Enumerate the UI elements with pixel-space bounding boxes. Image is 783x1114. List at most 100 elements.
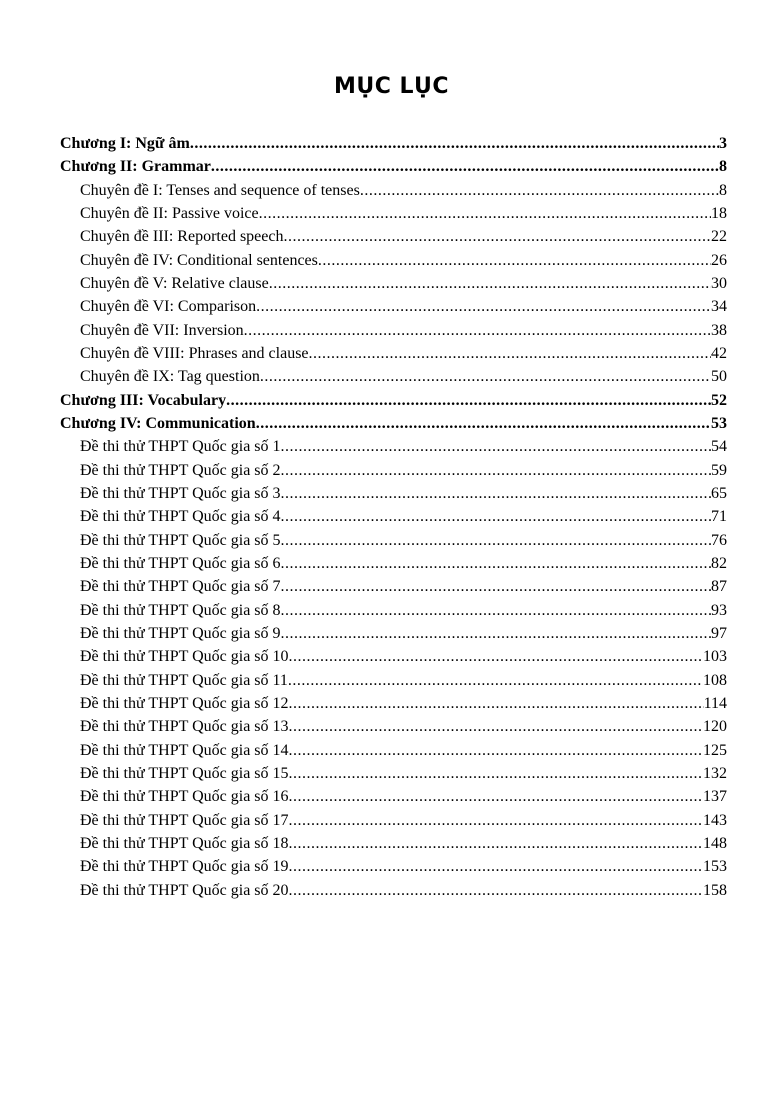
- leader-dots: [289, 645, 703, 668]
- toc-entry-page: 8: [719, 181, 727, 199]
- leader-dots: [289, 855, 703, 878]
- toc-entry-label: Đề thi thử THPT Quốc gia số 17: [80, 811, 289, 829]
- toc-entry-page: 97: [711, 624, 727, 642]
- toc-entry-page: 143: [703, 811, 727, 829]
- toc-entry-page: 108: [703, 671, 727, 689]
- toc-entry-page: 38: [711, 321, 727, 339]
- toc-entry-label: Đề thi thử THPT Quốc gia số 4: [80, 508, 281, 526]
- leader-dots: [283, 225, 711, 248]
- toc-entry-label: Đề thi thử THPT Quốc gia số 13: [80, 718, 289, 736]
- toc-entry-label: Đề thi thử THPT Quốc gia số 1: [80, 438, 281, 456]
- toc-sub-entry[interactable]: Đề thi thử THPT Quốc gia số 1 54: [60, 435, 727, 458]
- leader-dots: [269, 272, 711, 295]
- leader-dots: [289, 809, 703, 832]
- toc-entry-page: 52: [711, 391, 727, 409]
- toc-sub-entry[interactable]: Đề thi thử THPT Quốc gia số 17 143: [60, 809, 727, 832]
- toc-entry-label: Đề thi thử THPT Quốc gia số 9: [80, 624, 281, 642]
- leader-dots: [211, 155, 719, 178]
- toc-sub-entry[interactable]: Đề thi thử THPT Quốc gia số 12 114: [60, 692, 727, 715]
- toc-sub-entry[interactable]: Chuyên đề III: Reported speech 22: [60, 225, 727, 248]
- toc-entry-page: 87: [711, 578, 727, 596]
- leader-dots: [260, 365, 711, 388]
- toc-sub-entry[interactable]: Đề thi thử THPT Quốc gia số 14 125: [60, 739, 727, 762]
- toc-sub-entry[interactable]: Đề thi thử THPT Quốc gia số 4 71: [60, 505, 727, 528]
- toc-entry-page: 3: [719, 135, 727, 152]
- toc-sub-entry[interactable]: Đề thi thử THPT Quốc gia số 2 59: [60, 459, 727, 482]
- toc-entry-label: Chuyên đề VIII: Phrases and clause: [80, 344, 309, 362]
- toc-sub-entry[interactable]: Chuyên đề VI: Comparison 34: [60, 295, 727, 318]
- toc-entry-label: Chương IV: Communication: [60, 414, 256, 432]
- toc-sub-entry[interactable]: Đề thi thử THPT Quốc gia số 6 82: [60, 552, 727, 575]
- leader-dots: [281, 505, 711, 528]
- toc-entry-label: Chương II: Grammar: [60, 158, 211, 176]
- toc-entry-page: 54: [711, 438, 727, 456]
- toc-chapter-entry[interactable]: Chương II: Grammar 8: [60, 155, 727, 178]
- toc-entry-label: Chuyên đề II: Passive voice: [80, 204, 259, 222]
- toc-entry-page: 137: [703, 788, 727, 806]
- toc-entry-label: Đề thi thử THPT Quốc gia số 12: [80, 694, 289, 712]
- toc-entry-page: 71: [711, 508, 727, 526]
- leader-dots: [190, 132, 719, 155]
- toc-entry-label: Đề thi thử THPT Quốc gia số 14: [80, 741, 289, 759]
- toc-entry-label: Chuyên đề V: Relative clause: [80, 274, 269, 292]
- toc-chapter-entry[interactable]: Chương IV: Communication 53: [60, 412, 727, 435]
- toc-sub-entry[interactable]: Chuyên đề I: Tenses and sequence of tens…: [60, 179, 727, 202]
- toc-entry-page: 125: [703, 741, 727, 759]
- leader-dots: [256, 295, 711, 318]
- leader-dots: [289, 832, 703, 855]
- toc-sub-entry[interactable]: Đề thi thử THPT Quốc gia số 7 87: [60, 575, 727, 598]
- toc-sub-entry[interactable]: Chuyên đề II: Passive voice 18: [60, 202, 727, 225]
- toc-entry-page: 18: [711, 204, 727, 222]
- toc-entry-page: 103: [703, 648, 727, 666]
- toc-entry-page: 148: [703, 834, 727, 852]
- toc-entry-label: Đề thi thử THPT Quốc gia số 16: [80, 788, 289, 806]
- toc-sub-entry[interactable]: Chuyên đề VIII: Phrases and clause 42: [60, 342, 727, 365]
- toc-sub-entry[interactable]: Chuyên đề VII: Inversion 38: [60, 319, 727, 342]
- leader-dots: [289, 879, 703, 902]
- toc-sub-entry[interactable]: Chuyên đề IV: Conditional sentences 26: [60, 249, 727, 272]
- toc-sub-entry[interactable]: Chuyên đề IX: Tag question 50: [60, 365, 727, 388]
- toc-sub-entry[interactable]: Đề thi thử THPT Quốc gia số 19 153: [60, 855, 727, 878]
- toc-entry-label: Đề thi thử THPT Quốc gia số 10: [80, 648, 289, 666]
- toc-entry-label: Đề thi thử THPT Quốc gia số 7: [80, 578, 281, 596]
- toc-sub-entry[interactable]: Chuyên đề V: Relative clause 30: [60, 272, 727, 295]
- toc-entry-page: 65: [711, 484, 727, 502]
- toc-sub-entry[interactable]: Đề thi thử THPT Quốc gia số 8 93: [60, 599, 727, 622]
- leader-dots: [289, 762, 703, 785]
- leader-dots: [259, 202, 711, 225]
- toc-sub-entry[interactable]: Đề thi thử THPT Quốc gia số 16 137: [60, 785, 727, 808]
- toc-entry-page: 22: [711, 228, 727, 246]
- toc-entry-label: Chuyên đề III: Reported speech: [80, 228, 284, 246]
- toc-sub-entry[interactable]: Đề thi thử THPT Quốc gia số 3 65: [60, 482, 727, 505]
- toc-entry-label: Chương I: Ngữ âm: [60, 135, 190, 152]
- toc-sub-entry[interactable]: Đề thi thử THPT Quốc gia số 20 158: [60, 879, 727, 902]
- toc-sub-entry[interactable]: Đề thi thử THPT Quốc gia số 13 120: [60, 715, 727, 738]
- toc-entry-page: 59: [711, 461, 727, 479]
- toc-sub-entry[interactable]: Đề thi thử THPT Quốc gia số 18 148: [60, 832, 727, 855]
- toc-entry-label: Đề thi thử THPT Quốc gia số 5: [80, 531, 281, 549]
- leader-dots: [309, 342, 711, 365]
- toc-entry-page: 114: [703, 694, 727, 712]
- toc-entry-label: Chuyên đề I: Tenses and sequence of tens…: [80, 181, 360, 199]
- toc-sub-entry[interactable]: Đề thi thử THPT Quốc gia số 5 76: [60, 529, 727, 552]
- toc-entry-page: 158: [703, 881, 727, 899]
- toc-chapter-entry[interactable]: Chương I: Ngữ âm 3: [60, 132, 727, 155]
- toc-entry-page: 34: [711, 298, 727, 316]
- toc-sub-entry[interactable]: Đề thi thử THPT Quốc gia số 10 103: [60, 645, 727, 668]
- leader-dots: [281, 599, 711, 622]
- toc-entry-page: 120: [703, 718, 727, 736]
- toc-entry-page: 53: [711, 414, 727, 432]
- leader-dots: [244, 319, 711, 342]
- toc-chapter-entry[interactable]: Chương III: Vocabulary 52: [60, 389, 727, 412]
- leader-dots: [281, 435, 711, 458]
- toc-sub-entry[interactable]: Đề thi thử THPT Quốc gia số 9 97: [60, 622, 727, 645]
- toc-entry-label: Chuyên đề IV: Conditional sentences: [80, 251, 318, 269]
- toc-entry-label: Chuyên đề IX: Tag question: [80, 368, 260, 386]
- leader-dots: [289, 692, 704, 715]
- toc-entry-page: 30: [711, 274, 727, 292]
- toc-sub-entry[interactable]: Đề thi thử THPT Quốc gia số 15 132: [60, 762, 727, 785]
- toc-entry-label: Đề thi thử THPT Quốc gia số 3: [80, 484, 281, 502]
- leader-dots: [360, 179, 719, 202]
- toc-entry-label: Đề thi thử THPT Quốc gia số 8: [80, 601, 281, 619]
- toc-sub-entry[interactable]: Đề thi thử THPT Quốc gia số 11 108: [60, 669, 727, 692]
